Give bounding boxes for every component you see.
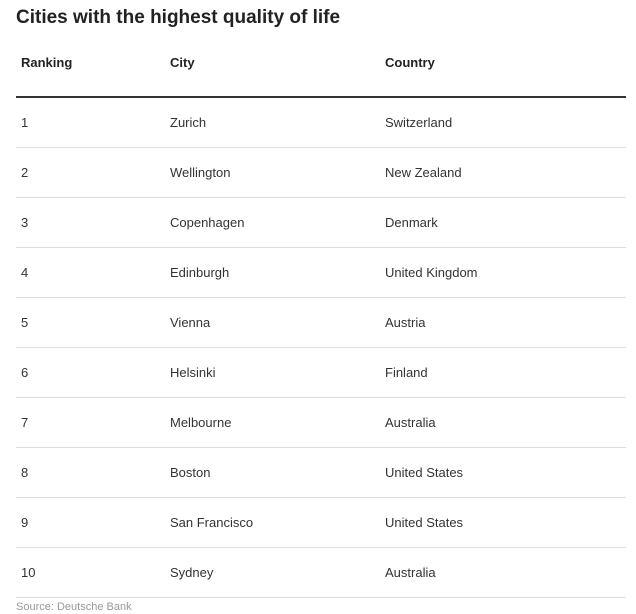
cell-country: United States [380,447,626,498]
table-row: 8 Boston United States [16,447,626,498]
cell-city: Copenhagen [165,197,380,248]
table-row: 7 Melbourne Australia [16,397,626,448]
table-row: 5 Vienna Austria [16,297,626,348]
page-title: Cities with the highest quality of life [16,7,341,28]
table-widget: Cities with the highest quality of life … [16,0,626,614]
cell-country: Austria [380,297,626,348]
table-row: 2 Wellington New Zealand [16,147,626,198]
cell-ranking: 6 [16,347,165,398]
cell-country: United States [380,497,626,548]
cell-ranking: 5 [16,297,165,348]
table-header-row: Ranking City Country [16,55,626,98]
source-note: Source: Deutsche Bank [16,601,132,613]
cell-ranking: 8 [16,447,165,498]
cell-ranking: 7 [16,397,165,448]
cell-city: San Francisco [165,497,380,548]
cell-city: Wellington [165,147,380,198]
cell-city: Vienna [165,297,380,348]
cell-ranking: 9 [16,497,165,548]
cell-city: Melbourne [165,397,380,448]
cell-ranking: 1 [16,97,165,148]
cell-city: Sydney [165,547,380,598]
header-country: Country [380,55,626,98]
cell-country: Switzerland [380,97,626,148]
cell-ranking: 10 [16,547,165,598]
cell-country: United Kingdom [380,247,626,298]
table-row: 4 Edinburgh United Kingdom [16,247,626,298]
cell-country: Finland [380,347,626,398]
table-row: 1 Zurich Switzerland [16,97,626,148]
cell-city: Helsinki [165,347,380,398]
cities-table: Ranking City Country 1 Zurich Switzerlan… [16,55,626,598]
cell-country: Australia [380,397,626,448]
cell-ranking: 3 [16,197,165,248]
table-row: 3 Copenhagen Denmark [16,197,626,248]
cell-city: Zurich [165,97,380,148]
cell-city: Boston [165,447,380,498]
cell-ranking: 4 [16,247,165,298]
header-ranking: Ranking [16,55,165,98]
header-city: City [165,55,380,98]
cell-country: Australia [380,547,626,598]
table-row: 9 San Francisco United States [16,497,626,548]
cell-ranking: 2 [16,147,165,198]
cell-city: Edinburgh [165,247,380,298]
cell-country: Denmark [380,197,626,248]
table-row: 10 Sydney Australia [16,547,626,598]
cell-country: New Zealand [380,147,626,198]
table-row: 6 Helsinki Finland [16,347,626,398]
